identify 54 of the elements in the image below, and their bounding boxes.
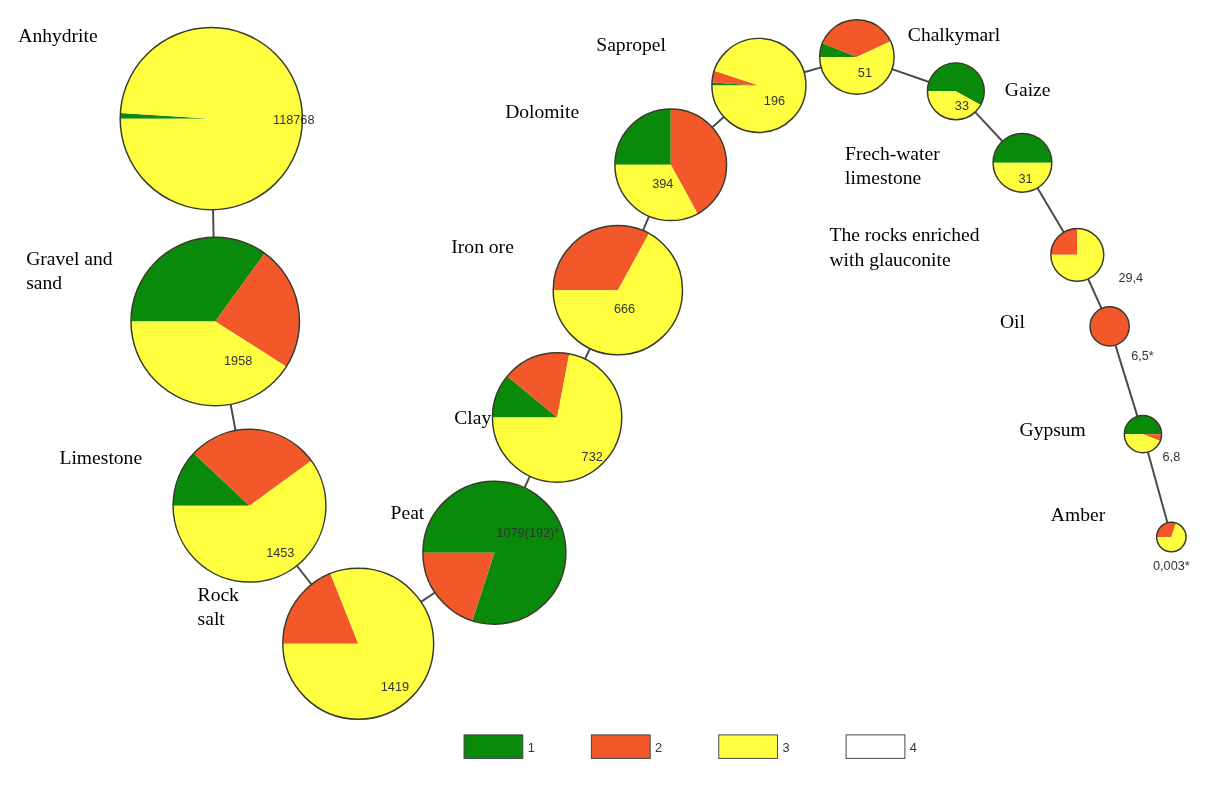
text: Gaize <box>1004 79 1051 101</box>
pie-slice <box>1124 415 1162 435</box>
text: Iron ore <box>451 235 515 257</box>
text: The rocks enriched with glauconite <box>829 224 980 270</box>
chart-title: Sapropel <box>596 34 667 56</box>
pie-slice <box>614 108 671 165</box>
chart-title: Anhydrite <box>18 25 98 47</box>
pie-slice <box>819 41 895 95</box>
pie-slice <box>819 43 857 57</box>
text: 1419 <box>380 678 410 694</box>
pie-slice <box>553 233 683 355</box>
pie-slice <box>993 133 1052 163</box>
pie-slice <box>130 321 287 406</box>
text: 29,4 <box>1118 270 1144 286</box>
text: Rock salt <box>197 583 240 630</box>
legend-label: 1 <box>527 739 535 755</box>
text: 732 <box>581 448 603 464</box>
pie-slice <box>193 429 312 506</box>
pie-slice <box>130 237 265 322</box>
text: 6,5* <box>1131 347 1154 363</box>
text: Limestone <box>59 446 143 468</box>
text: 1453 <box>266 544 295 560</box>
text: 0,003* <box>1152 558 1190 574</box>
pie-slice <box>614 164 698 221</box>
text: 31 <box>1018 171 1033 187</box>
pie-slice <box>1124 434 1161 453</box>
pie-slice <box>553 225 649 291</box>
pie-slice <box>711 70 759 86</box>
text: 1958 <box>224 352 253 368</box>
text: Clay <box>454 407 492 429</box>
text: Chalkymarl <box>907 24 1001 46</box>
pie-slice <box>492 376 558 418</box>
pie-slice <box>173 460 326 583</box>
text: 1079(192)* <box>496 525 560 541</box>
pie-slice <box>822 19 891 57</box>
legend-label: 2 <box>655 739 663 755</box>
chart-title: Amber <box>1050 504 1106 526</box>
text: Peat <box>390 502 425 524</box>
text: Frech-water limestone <box>845 142 941 189</box>
text: 33 <box>954 97 969 113</box>
pie-slice <box>507 352 570 418</box>
text: Gravel and sand <box>26 247 113 294</box>
text: 196 <box>763 92 786 108</box>
text: 6,8 <box>1162 448 1181 464</box>
pie-slice <box>215 253 300 367</box>
pie-slice <box>173 453 250 506</box>
text: 51 <box>857 64 873 80</box>
legend-label: 3 <box>782 739 790 755</box>
chart-title: Dolomite <box>505 100 580 122</box>
chart-title: Oil <box>999 311 1026 333</box>
text: 666 <box>613 300 636 316</box>
text: 394 <box>652 176 674 192</box>
legend-label: 4 <box>909 739 917 755</box>
chart-title: Gypsum <box>1019 419 1086 441</box>
